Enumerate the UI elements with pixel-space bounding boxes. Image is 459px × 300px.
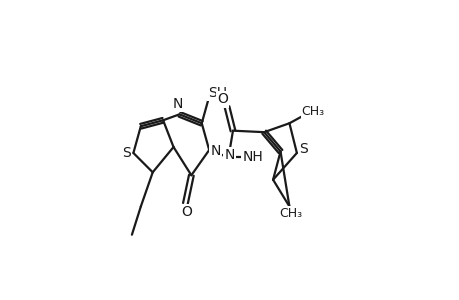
- Text: O: O: [217, 92, 228, 106]
- Text: N: N: [210, 144, 220, 158]
- Text: SH: SH: [207, 86, 227, 100]
- Text: S: S: [298, 142, 307, 156]
- Text: CH₃: CH₃: [279, 207, 302, 220]
- Text: NH: NH: [242, 150, 263, 164]
- Text: S: S: [122, 146, 131, 160]
- Text: N: N: [173, 97, 183, 111]
- Text: CH₃: CH₃: [301, 105, 324, 118]
- Text: N: N: [224, 148, 234, 162]
- Text: O: O: [181, 205, 192, 219]
